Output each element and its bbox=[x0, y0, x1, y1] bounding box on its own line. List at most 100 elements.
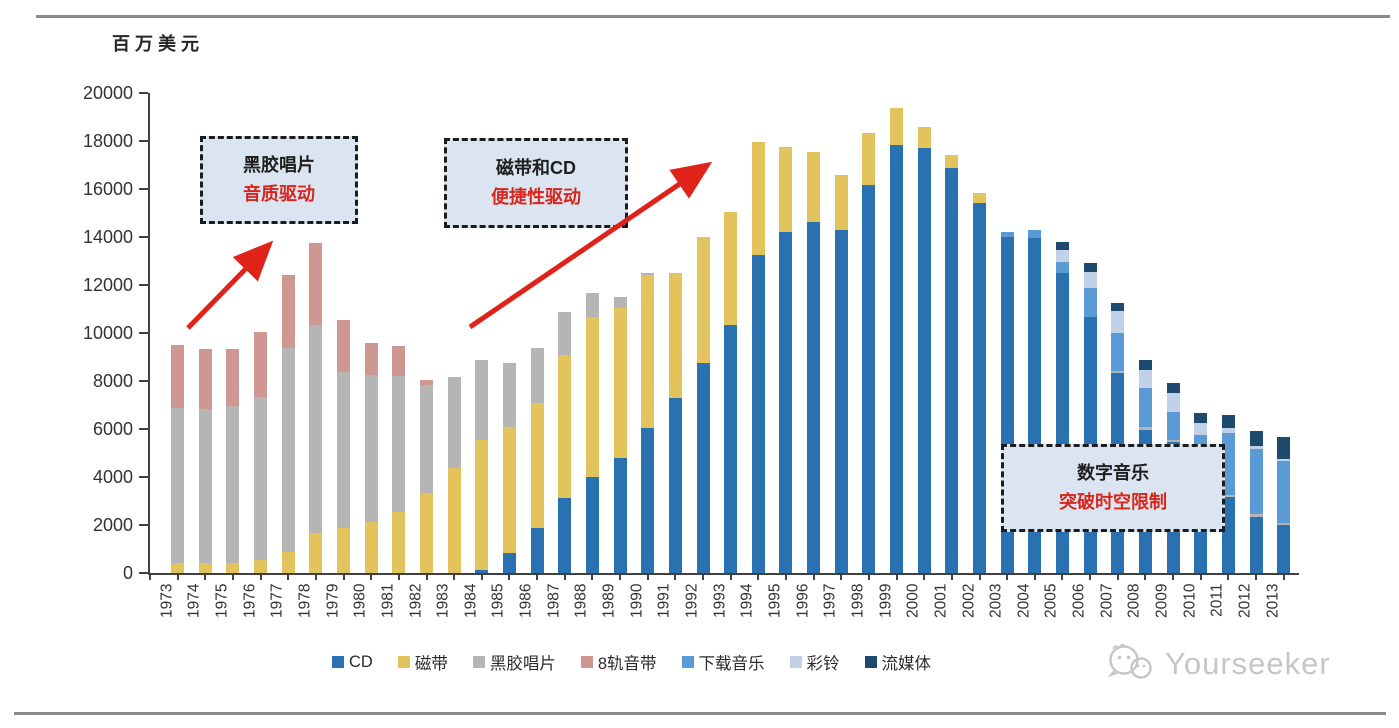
bar-segment-彩铃-2013 bbox=[1277, 459, 1291, 461]
x-axis-tick bbox=[453, 573, 456, 580]
y-axis-tick bbox=[139, 380, 148, 382]
x-axis-year-label: 1993 bbox=[711, 583, 729, 618]
y-axis-tick-label: 8000 bbox=[92, 371, 133, 391]
callout-digital-subtitle: 突破时空限制 bbox=[1059, 492, 1167, 512]
x-axis-tick bbox=[1255, 573, 1257, 580]
x-axis-year-label: 1987 bbox=[545, 583, 563, 618]
callout-vinyl-subtitle: 音质驱动 bbox=[243, 184, 315, 204]
legend-label-流媒体: 流媒体 bbox=[881, 655, 932, 673]
bottom-rule bbox=[14, 712, 1386, 715]
x-axis-year-label: 2013 bbox=[1264, 583, 1282, 618]
x-axis-year-label: 1976 bbox=[241, 583, 259, 618]
legend-item-下载音乐: 下载音乐 bbox=[681, 650, 765, 674]
x-axis-tick bbox=[1282, 573, 1285, 580]
x-axis-year-label: 2009 bbox=[1153, 583, 1171, 618]
x-axis-tick bbox=[591, 573, 594, 580]
callout-vinyl: 黑胶唱片 音质驱动 bbox=[200, 136, 358, 224]
bar-segment-磁带-1998 bbox=[862, 133, 876, 185]
bar-segment-8轨音带-1976 bbox=[254, 331, 268, 397]
bar-segment-黑胶唱片-1977 bbox=[281, 348, 295, 552]
y-axis-tick-label: 18000 bbox=[82, 131, 133, 151]
bar-segment-黑胶唱片-1990 bbox=[641, 273, 655, 275]
bar-segment-黑胶唱片-2013 bbox=[1277, 522, 1291, 525]
bar-segment-彩铃-2008 bbox=[1138, 369, 1152, 389]
x-axis-year-label: 1989 bbox=[600, 583, 618, 618]
x-axis-year-label: 1994 bbox=[738, 583, 756, 618]
bar-segment-磁带-1994 bbox=[751, 141, 765, 255]
x-axis-year-label: 1981 bbox=[379, 583, 397, 618]
watermark: Yourseeker bbox=[1103, 641, 1331, 687]
bar-segment-磁带-1990 bbox=[641, 274, 655, 429]
bar-segment-彩铃-2007 bbox=[1111, 311, 1125, 333]
bar-segment-8轨音带-1981 bbox=[392, 345, 406, 376]
x-axis-year-label: 1974 bbox=[185, 583, 203, 618]
bar-segment-彩铃-2010 bbox=[1194, 423, 1208, 436]
bar-segment-磁带-2000 bbox=[917, 126, 931, 149]
legend-swatch-下载音乐 bbox=[681, 656, 694, 668]
bar-segment-流媒体-2013 bbox=[1277, 437, 1291, 459]
callout-cassette-cd-title: 磁带和CD bbox=[496, 158, 576, 179]
x-axis-tick bbox=[674, 573, 677, 580]
bar-segment-黑胶唱片-1987 bbox=[558, 311, 572, 356]
callout-digital-title: 数字音乐 bbox=[1077, 463, 1149, 484]
bar-segment-黑胶唱片-1986 bbox=[530, 348, 544, 404]
legend-label-黑胶唱片: 黑胶唱片 bbox=[489, 655, 556, 673]
legend-label-磁带: 磁带 bbox=[414, 655, 448, 673]
bar-segment-下载音乐-2004 bbox=[1028, 230, 1042, 239]
x-axis-tick bbox=[757, 573, 760, 580]
x-axis-year-label: 1973 bbox=[158, 583, 176, 618]
bar-segment-彩铃-2005 bbox=[1055, 249, 1069, 262]
bar-segment-流媒体-2010 bbox=[1194, 413, 1208, 424]
top-rule bbox=[36, 15, 1390, 18]
legend-swatch-磁带 bbox=[397, 656, 410, 668]
bar-segment-磁带-1983 bbox=[447, 468, 461, 573]
x-axis-year-label: 2008 bbox=[1125, 583, 1143, 618]
bar-segment-磁带-1984 bbox=[475, 440, 489, 571]
bar-segment-CD-1984 bbox=[475, 570, 489, 573]
y-axis-tick-label: 14000 bbox=[82, 227, 133, 247]
bar-segment-彩铃-2009 bbox=[1166, 393, 1180, 412]
bar-segment-磁带-1985 bbox=[502, 426, 516, 554]
x-axis-year-label: 1975 bbox=[213, 583, 231, 618]
bar-segment-黑胶唱片-1976 bbox=[254, 396, 268, 561]
bar-segment-下载音乐-2013 bbox=[1277, 460, 1291, 523]
legend-swatch-CD bbox=[332, 656, 344, 668]
x-axis-year-label: 1983 bbox=[434, 583, 452, 618]
bar-segment-黑胶唱片-1979 bbox=[337, 371, 351, 529]
bar-segment-黑胶唱片-1973 bbox=[171, 408, 185, 564]
bar-segment-CD-1985 bbox=[502, 553, 516, 573]
legend-item-8轨音带: 8轨音带 bbox=[580, 650, 657, 674]
bar-segment-磁带-2001 bbox=[945, 154, 959, 169]
x-axis-year-label: 2010 bbox=[1181, 583, 1199, 618]
x-axis-tick bbox=[619, 573, 622, 580]
bar-segment-黑胶唱片-1983 bbox=[447, 376, 461, 469]
legend-label-8轨音带: 8轨音带 bbox=[597, 655, 657, 673]
legend-item-流媒体: 流媒体 bbox=[864, 650, 932, 674]
bar-segment-8轨音带-1979 bbox=[337, 320, 351, 372]
y-axis-tick-label: 6000 bbox=[92, 419, 133, 439]
bar-segment-磁带-1996 bbox=[807, 151, 821, 222]
x-axis-tick bbox=[950, 573, 953, 580]
x-axis-year-label: 2004 bbox=[1015, 583, 1033, 618]
bar-segment-磁带-1980 bbox=[364, 521, 378, 573]
x-axis-tick bbox=[1172, 573, 1175, 580]
x-axis-tick bbox=[536, 573, 539, 580]
legend-item-CD: CD bbox=[332, 653, 373, 672]
bar-segment-CD-1986 bbox=[530, 528, 544, 573]
bar-segment-磁带-1995 bbox=[779, 146, 793, 232]
bar-segment-流媒体-2006 bbox=[1083, 263, 1097, 272]
x-axis-year-label: 1977 bbox=[268, 583, 286, 618]
bar-segment-CD-1997 bbox=[834, 230, 848, 573]
x-axis-tick bbox=[1199, 573, 1202, 580]
bar-segment-CD-2011 bbox=[1221, 497, 1235, 573]
bar-segment-磁带-1981 bbox=[392, 511, 406, 573]
bar-segment-CD-2000 bbox=[917, 148, 931, 573]
x-axis-year-label: 1985 bbox=[489, 583, 507, 618]
bar-segment-磁带-1978 bbox=[309, 533, 323, 573]
x-axis-tick bbox=[259, 573, 262, 580]
y-axis-tick bbox=[139, 92, 148, 94]
bar-segment-黑胶唱片-1981 bbox=[392, 375, 406, 512]
x-axis-tick bbox=[508, 573, 511, 580]
x-axis-tick bbox=[840, 573, 843, 580]
